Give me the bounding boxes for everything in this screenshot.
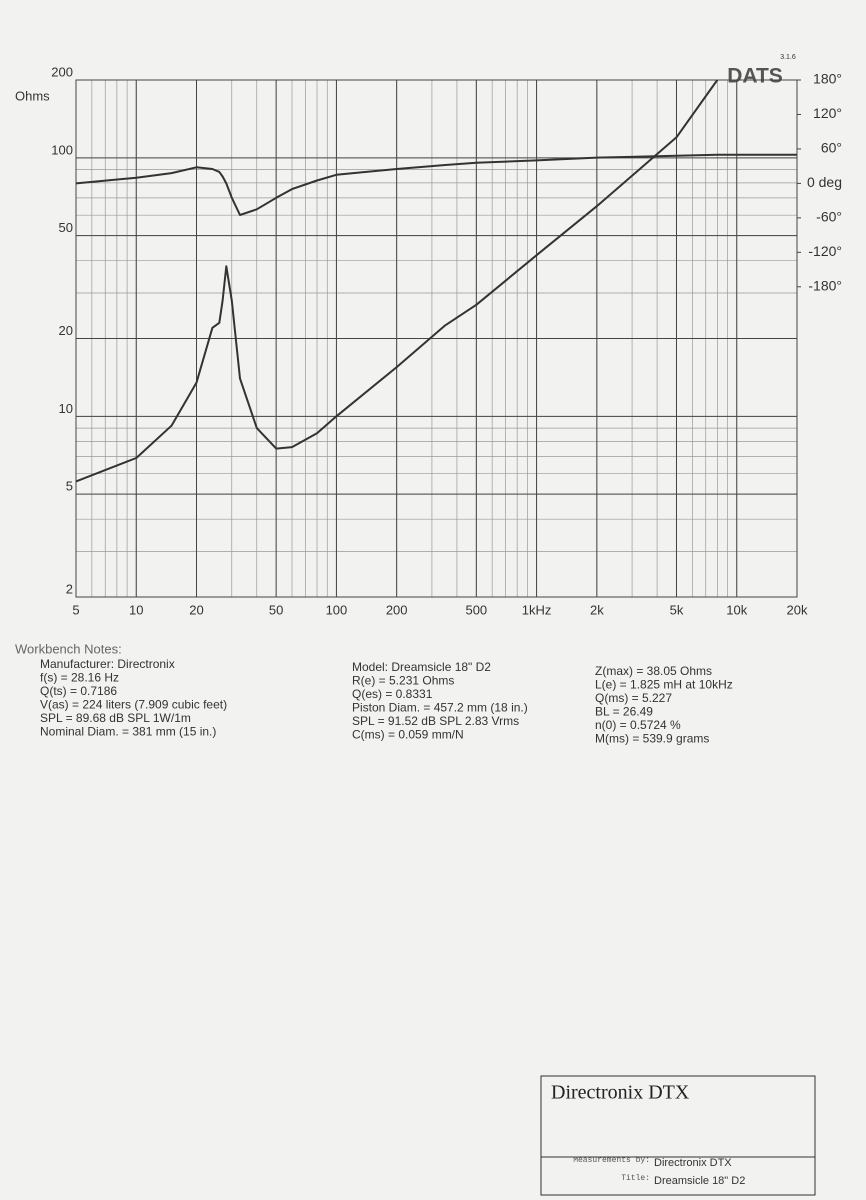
y-tick-label: 100: [51, 142, 73, 157]
note-line: SPL = 91.52 dB SPL 2.83 Vrms: [352, 714, 519, 728]
title-label: Title:: [621, 1174, 650, 1183]
note-line: f(s) = 28.16 Hz: [40, 671, 119, 685]
x-tick-label: 50: [269, 602, 283, 617]
note-line: V(as) = 224 liters (7.909 cubic feet): [40, 698, 227, 712]
x-tick-label: 5k: [670, 602, 684, 617]
y2-tick-label: -60°: [816, 209, 842, 225]
measured-by: Directronix DTX: [654, 1157, 732, 1169]
x-tick-label: 20k: [787, 602, 808, 617]
notes-heading: Workbench Notes:: [15, 641, 122, 656]
note-line: Q(ms) = 5.227: [595, 691, 672, 705]
y2-tick-label: 0 deg: [807, 174, 842, 190]
note-line: n(0) = 0.5724 %: [595, 718, 681, 732]
x-tick-label: 500: [465, 602, 487, 617]
y-tick-label: 5: [66, 479, 73, 494]
measured-by-label: Measurements by:: [573, 1156, 650, 1165]
y-tick-label: 10: [59, 401, 73, 416]
x-tick-label: 10: [129, 602, 143, 617]
title-block-title: Directronix DTX: [551, 1082, 690, 1104]
phase-line: [75, 153, 797, 216]
note-line: Q(ts) = 0.7186: [40, 684, 117, 698]
note-line: R(e) = 5.231 Ohms: [352, 674, 454, 688]
y2-tick-label: -180°: [808, 278, 842, 294]
x-tick-label: 200: [386, 602, 408, 617]
impedance-line: [75, 79, 719, 483]
x-tick-label: 2k: [590, 602, 604, 617]
x-tick-label: 1kHz: [522, 602, 552, 617]
y2-tick-label: -120°: [808, 243, 842, 259]
y-tick-label: 20: [59, 323, 73, 338]
y2-tick-label: 180°: [813, 71, 842, 87]
y-axis-label: Ohms: [15, 88, 50, 103]
note-line: SPL = 89.68 dB SPL 1W/1m: [40, 711, 191, 725]
title-block: [540, 1075, 816, 1196]
brand: DATS: [727, 65, 783, 88]
note-line: Manufacturer: Directronix: [40, 657, 175, 671]
y-tick-label: 2: [66, 581, 73, 596]
x-tick-label: 100: [326, 602, 348, 617]
y-tick-label: 200: [51, 64, 73, 79]
x-tick-label: 5: [72, 602, 79, 617]
note-line: Piston Diam. = 457.2 mm (18 in.): [352, 701, 528, 715]
note-line: Q(es) = 0.8331: [352, 687, 433, 701]
note-line: Z(max) = 38.05 Ohms: [595, 664, 712, 678]
note-line: C(ms) = 0.059 mm/N: [352, 728, 464, 742]
note-line: Model: Dreamsicle 18" D2: [352, 660, 491, 674]
note-line: L(e) = 1.825 mH at 10kHz: [595, 678, 733, 692]
y2-tick-label: 120°: [813, 105, 842, 121]
note-line: M(ms) = 539.9 grams: [595, 732, 709, 746]
title-value: Dreamsicle 18" D2: [654, 1175, 745, 1187]
y2-tick-label: 60°: [821, 140, 842, 156]
x-tick-label: 10k: [726, 602, 747, 617]
version: 3.1.6: [780, 54, 796, 61]
y-tick-label: 50: [59, 220, 73, 235]
x-tick-label: 20: [189, 602, 203, 617]
note-line: BL = 26.49: [595, 705, 653, 719]
note-line: Nominal Diam. = 381 mm (15 in.): [40, 725, 216, 739]
